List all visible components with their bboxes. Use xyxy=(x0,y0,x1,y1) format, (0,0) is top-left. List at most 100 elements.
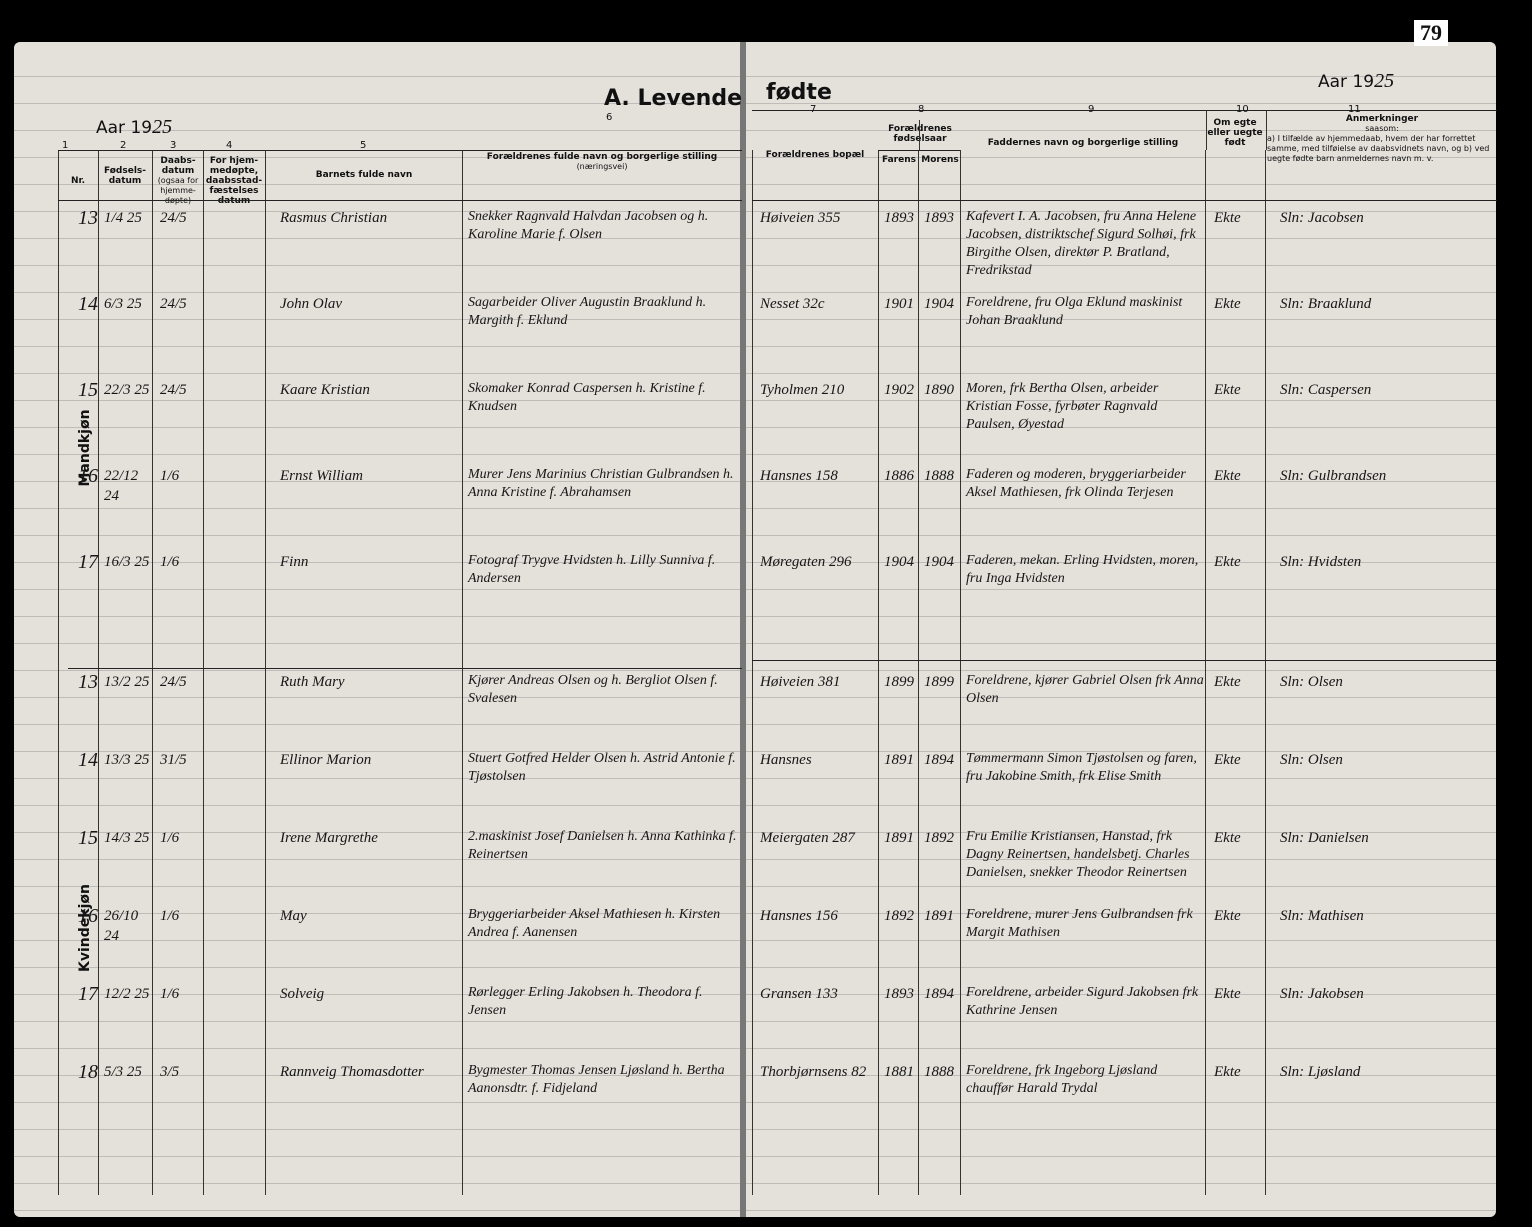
birth-date: 14/3 25 xyxy=(104,830,150,846)
rule xyxy=(1205,150,1206,1195)
column-number: 11 xyxy=(1348,104,1361,115)
column-number: 2 xyxy=(120,140,127,151)
col-header-main: Anmerkninger xyxy=(1345,114,1419,124)
residence: Høiveien 355 xyxy=(760,210,841,226)
residence: Hansnes 156 xyxy=(760,908,838,924)
baptism-date: 24/5 xyxy=(160,674,187,690)
father-year: 1893 xyxy=(884,986,914,1002)
remarks: Sln: Braaklund xyxy=(1280,296,1372,312)
row-number: 13 xyxy=(78,671,98,693)
parents: Stuert Gotfred Helder Olsen h. Astrid An… xyxy=(468,751,736,784)
col-header: Nr. xyxy=(70,176,86,186)
rule xyxy=(752,110,1497,111)
column-number: 9 xyxy=(1088,104,1095,115)
sponsors: Foreldrene, murer Jens Gulbrandsen frk M… xyxy=(966,907,1193,940)
baptism-date: 24/5 xyxy=(160,382,187,398)
col-header-note: saasom: xyxy=(1365,124,1399,133)
col-header-main: Forældrenes fulde navn og borgerlige sti… xyxy=(486,152,718,162)
parents: Kjører Andreas Olsen og h. Bergliot Olse… xyxy=(468,673,718,706)
legitimacy: Ekte xyxy=(1214,210,1241,226)
col-header: Faddernes navn og borgerlige stilling xyxy=(987,138,1179,148)
right-page xyxy=(744,42,1496,1217)
column-number: 6 xyxy=(606,112,613,123)
rule xyxy=(462,150,463,1195)
legitimacy: Ekte xyxy=(1214,554,1241,570)
residence: Hansnes 158 xyxy=(760,468,838,484)
col-header: Farens xyxy=(881,155,916,165)
baptism-date: 24/5 xyxy=(160,210,187,226)
birth-date: 13/3 25 xyxy=(104,752,150,768)
parents: Skomaker Konrad Caspersen h. Kristine f.… xyxy=(468,381,706,414)
rule xyxy=(752,200,1497,201)
baptism-date: 1/6 xyxy=(160,554,180,570)
mother-year: 1893 xyxy=(924,210,954,226)
col-header: Forældrenes bopæl xyxy=(765,150,865,160)
mother-year: 1890 xyxy=(924,382,954,398)
year-printed: Aar 19 xyxy=(96,118,153,138)
remarks: Sln: Caspersen xyxy=(1280,382,1372,398)
legitimacy: Ekte xyxy=(1214,752,1241,768)
sponsors: Faderen og moderen, bryggeriarbeider Aks… xyxy=(966,467,1186,500)
parents: Bryggeriarbeider Aksel Mathiesen h. Kirs… xyxy=(468,907,721,940)
legitimacy: Ekte xyxy=(1214,382,1241,398)
column-number: 3 xyxy=(170,140,177,151)
sponsors: Fru Emilie Kristiansen, Hanstad, frk Dag… xyxy=(966,829,1190,880)
row-number: 14 xyxy=(78,293,98,315)
sponsors: Foreldrene, fru Olga Eklund maskinist Jo… xyxy=(966,295,1183,328)
gutter xyxy=(740,42,746,1217)
sponsors: Faderen, mekan. Erling Hvidsten, moren, … xyxy=(966,553,1199,586)
remarks: Sln: Ljøsland xyxy=(1280,1064,1361,1080)
column-number: 8 xyxy=(918,104,925,115)
rule xyxy=(203,150,204,1195)
birth-date: 12/2 25 xyxy=(104,986,150,1002)
row-number: 15 xyxy=(78,827,98,849)
legitimacy: Ekte xyxy=(1214,468,1241,484)
child-name: Rasmus Christian xyxy=(280,210,388,226)
rule xyxy=(68,668,742,669)
mother-year: 1892 xyxy=(924,830,954,846)
rule xyxy=(752,660,1497,661)
father-year: 1904 xyxy=(884,554,914,570)
col-header: Forældrenes fulde navn og borgerlige sti… xyxy=(466,152,738,172)
baptism-date: 1/6 xyxy=(160,830,180,846)
birth-date: 22/3 25 xyxy=(104,382,150,398)
legitimacy: Ekte xyxy=(1214,908,1241,924)
year-handwritten: 25 xyxy=(152,116,173,138)
rule xyxy=(58,150,59,1195)
parents: Bygmester Thomas Jensen Ljøsland h. Bert… xyxy=(468,1063,725,1096)
mother-year: 1894 xyxy=(924,752,954,768)
mother-year: 1904 xyxy=(924,554,954,570)
rule xyxy=(98,150,99,1195)
birth-date: 13/2 25 xyxy=(104,674,150,690)
child-name: Ruth Mary xyxy=(280,674,345,690)
col-header: Barnets fulde navn xyxy=(315,170,413,180)
birth-date: 22/12 24 xyxy=(104,468,139,504)
row-number: 17 xyxy=(78,551,98,573)
legitimacy: Ekte xyxy=(1214,1064,1241,1080)
page-number: 79 xyxy=(1414,20,1448,46)
row-number: 14 xyxy=(78,749,98,771)
col-header: Daabs-datum(ogsaa for hjemme-døpte) xyxy=(154,156,202,206)
rule xyxy=(1206,110,1207,150)
sponsors: Moren, frk Bertha Olsen, arbeider Kristi… xyxy=(966,381,1159,432)
child-name: May xyxy=(280,908,307,924)
row-number: 16 xyxy=(78,465,98,487)
rule xyxy=(1266,110,1267,150)
rule xyxy=(265,150,266,1195)
rule xyxy=(878,150,879,1195)
legitimacy: Ekte xyxy=(1214,986,1241,1002)
mother-year: 1894 xyxy=(924,986,954,1002)
col-header-note: (næringsvei) xyxy=(576,162,628,171)
mother-year: 1888 xyxy=(924,1064,954,1080)
child-name: Finn xyxy=(280,554,309,570)
sponsors: Foreldrene, frk Ingeborg Ljøsland chauff… xyxy=(966,1063,1158,1096)
residence: Nesset 32c xyxy=(760,296,825,312)
year-handwritten: 25 xyxy=(1374,70,1395,92)
col-header-main: Daabs-datum xyxy=(160,156,196,176)
baptism-date: 1/6 xyxy=(160,986,180,1002)
col-header: Fødsels-datum xyxy=(103,166,147,186)
mother-year: 1888 xyxy=(924,468,954,484)
column-number: 4 xyxy=(226,140,233,151)
birth-date: 6/3 25 xyxy=(104,296,142,312)
